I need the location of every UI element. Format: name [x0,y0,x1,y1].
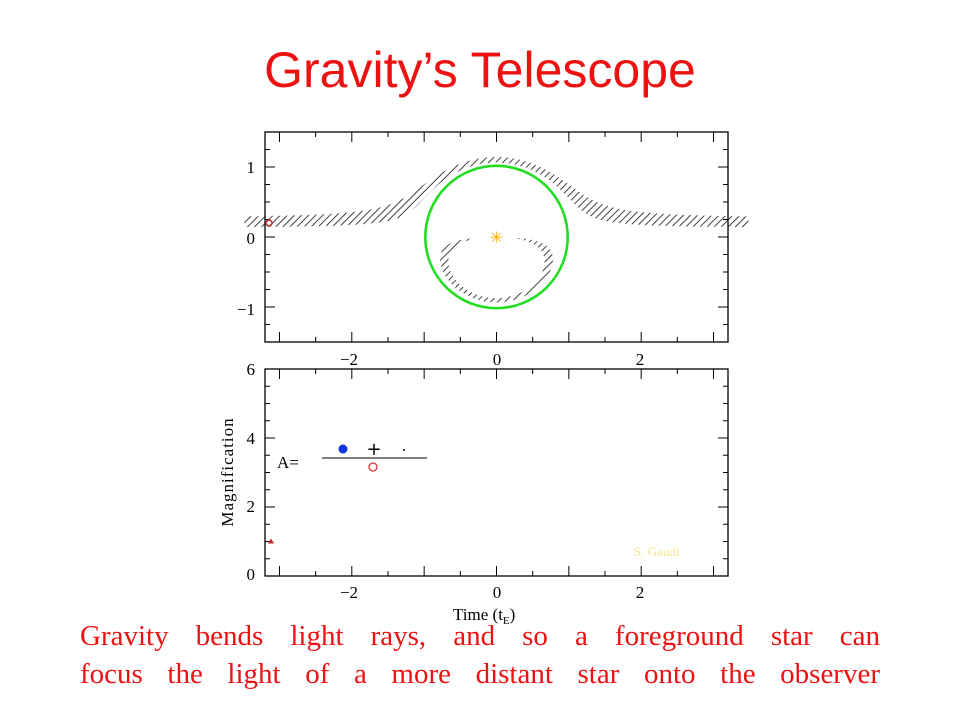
slide-caption: Gravity bends light rays, and so a foreg… [80,617,880,693]
magnification-panel: 6 4 2 0 −2 0 2 Magnification Time (tE) A… [218,360,729,627]
major-image-track [244,156,749,228]
top-x-tick-neg2: −2 [340,350,358,369]
caption-line-1: Gravity bends light rays, and so a foreg… [80,620,880,652]
slide-title: Gravity’s Telescope [264,42,696,98]
legend-plus-icon: + [366,439,381,460]
bottom-y-tick-4: 4 [247,429,256,448]
bottom-y-tick-0: 0 [247,565,256,584]
einstein-ring [424,164,569,310]
top-y-tick-0: 0 [247,229,256,248]
y-axis-label: Magnification [218,417,237,526]
top-panel-ticks [265,131,728,343]
legend-label: A= [277,453,299,472]
legend-filled-circle-icon [338,444,348,454]
magnification-point [268,538,274,544]
bottom-x-tick-2: 2 [636,583,645,602]
legend-open-circle-icon [368,462,378,472]
bottom-x-tick-neg2: −2 [340,583,358,602]
minor-image-track [440,237,553,303]
source-star-marker [265,219,273,227]
top-x-tick-0: 0 [493,350,502,369]
lens-plane-panel: ✳ 1 0 −1 −2 0 2 [237,131,749,369]
lens-star-icon: ✳ [490,228,503,247]
credit-label: S. Gaudi [634,544,680,559]
x-axis-label: Time (tE) [453,605,515,627]
caption-line-2: focus the light of a more distant star o… [80,658,880,690]
top-y-tick-1: 1 [247,158,256,177]
bottom-y-tick-2: 2 [247,497,256,516]
legend-dot-icon [403,449,405,451]
top-y-tick-neg1: −1 [237,300,255,319]
top-x-tick-2: 2 [636,350,645,369]
bottom-panel-ticks [265,368,728,577]
bottom-x-tick-0: 0 [493,583,502,602]
bottom-y-tick-6: 6 [247,360,256,379]
